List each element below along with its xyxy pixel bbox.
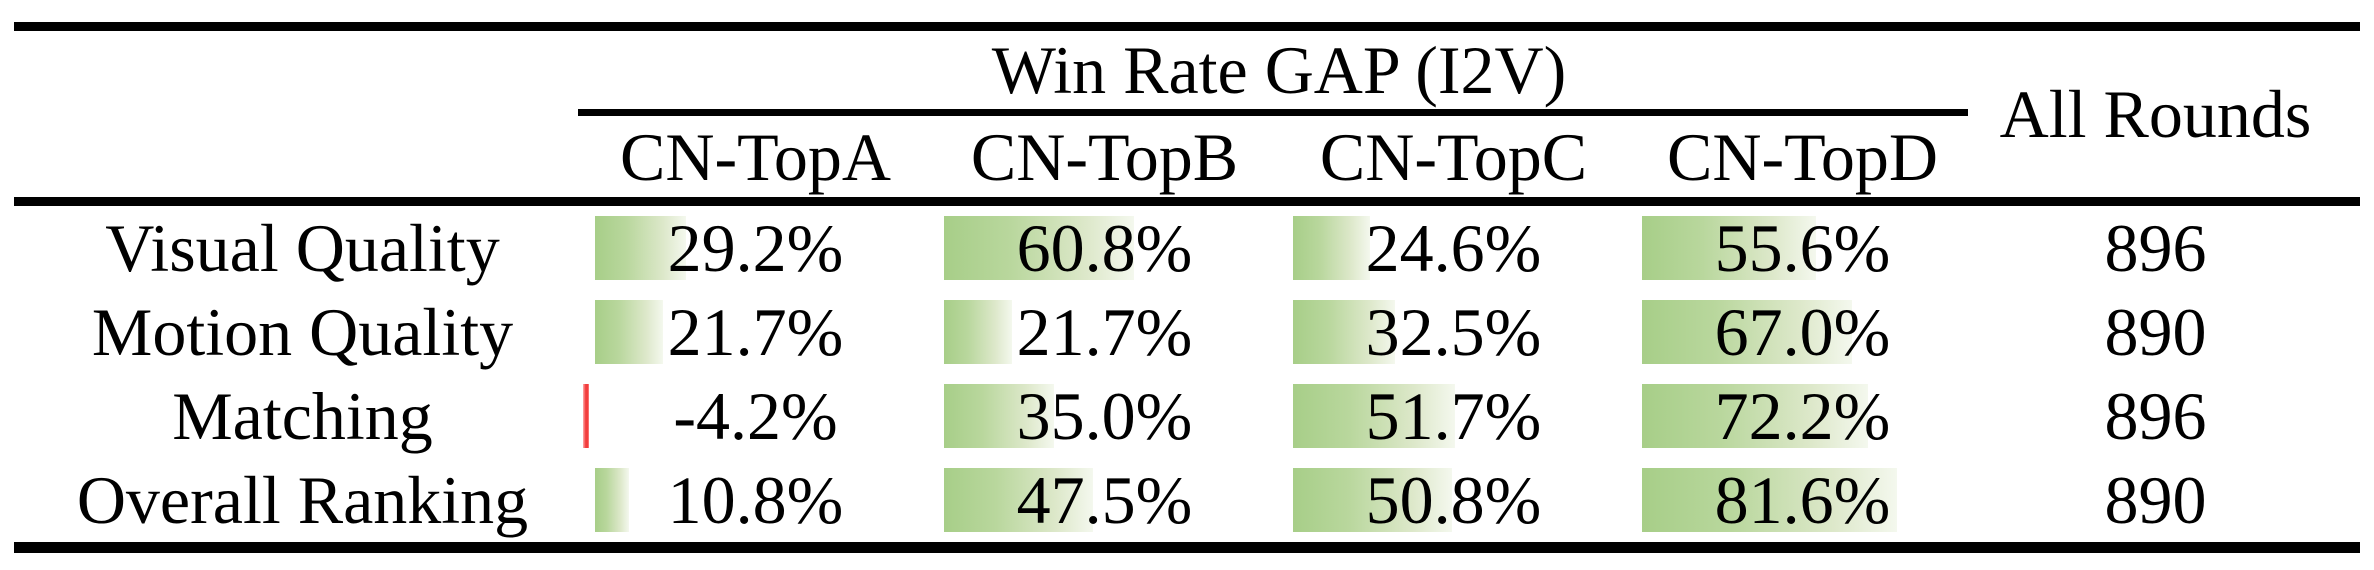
data-bar-negative bbox=[583, 384, 589, 448]
win-rate-value: 47.5% bbox=[1016, 462, 1193, 538]
group-header-underline bbox=[578, 109, 1968, 116]
data-bar bbox=[944, 300, 1012, 364]
data-bar bbox=[1293, 300, 1395, 364]
data-bar bbox=[1293, 468, 1452, 532]
table-row: Overall Ranking 10.8% 47.5% 50.8% 81.6% … bbox=[0, 458, 2374, 542]
column-header-cn-topb: CN-TopB bbox=[970, 118, 1239, 195]
data-bar bbox=[1642, 468, 1898, 532]
win-rate-cell: 55.6% bbox=[1628, 206, 1977, 290]
data-bar bbox=[1642, 216, 1816, 280]
win-rate-cell: -4.2% bbox=[581, 374, 930, 458]
win-rate-cell: 35.0% bbox=[930, 374, 1279, 458]
win-rate-value: 29.2% bbox=[667, 210, 844, 286]
top-rule bbox=[14, 22, 2360, 31]
win-rate-cell: 32.5% bbox=[1279, 290, 1628, 374]
column-header-cn-topd: CN-TopD bbox=[1666, 118, 1938, 195]
row-label: Motion Quality bbox=[91, 294, 514, 370]
row-label: Matching bbox=[172, 378, 433, 454]
header-body-rule bbox=[14, 197, 2360, 206]
win-rate-value: 67.0% bbox=[1714, 294, 1891, 370]
win-rate-value: 81.6% bbox=[1714, 462, 1891, 538]
table-body: Visual Quality 29.2% 60.8% 24.6% 55.6% 8… bbox=[0, 206, 2374, 542]
data-bar bbox=[595, 468, 629, 532]
row-label: Visual Quality bbox=[105, 210, 500, 286]
win-rate-cell: 24.6% bbox=[1279, 206, 1628, 290]
data-bar bbox=[1642, 300, 1852, 364]
data-bar bbox=[1293, 384, 1455, 448]
data-bar bbox=[944, 468, 1093, 532]
win-rate-cell: 72.2% bbox=[1628, 374, 1977, 458]
bottom-rule bbox=[14, 542, 2360, 553]
win-rate-cell: 81.6% bbox=[1628, 458, 1977, 542]
win-rate-value: 10.8% bbox=[667, 462, 844, 538]
data-bar bbox=[944, 384, 1054, 448]
all-rounds-value: 890 bbox=[2104, 294, 2207, 370]
table-row: Motion Quality 21.7% 21.7% 32.5% 67.0% 8… bbox=[0, 290, 2374, 374]
data-bar bbox=[1293, 216, 1370, 280]
table-row: Matching -4.2% 35.0% 51.7% 72.2% 896 bbox=[0, 374, 2374, 458]
table-row: Visual Quality 29.2% 60.8% 24.6% 55.6% 8… bbox=[0, 206, 2374, 290]
all-rounds-value: 890 bbox=[2104, 462, 2207, 538]
win-rate-cell: 51.7% bbox=[1279, 374, 1628, 458]
win-rate-value: 21.7% bbox=[1016, 294, 1193, 370]
column-header-row: CN-TopA CN-TopB CN-TopC CN-TopD bbox=[581, 116, 1977, 197]
win-rate-value: 51.7% bbox=[1365, 378, 1542, 454]
data-bar bbox=[1642, 384, 1868, 448]
data-bar bbox=[595, 300, 663, 364]
win-rate-value: 21.7% bbox=[667, 294, 844, 370]
win-rate-value: 55.6% bbox=[1714, 210, 1891, 286]
win-rate-cell: 47.5% bbox=[930, 458, 1279, 542]
row-label: Overall Ranking bbox=[76, 462, 529, 538]
win-rate-value: 72.2% bbox=[1714, 378, 1891, 454]
group-header-title: Win Rate GAP (I2V) bbox=[991, 31, 1567, 108]
win-rate-cell: 60.8% bbox=[930, 206, 1279, 290]
win-rate-cell: 67.0% bbox=[1628, 290, 1977, 374]
win-rate-cell: 29.2% bbox=[581, 206, 930, 290]
all-rounds-column-header: All Rounds bbox=[1999, 75, 2312, 152]
win-rate-value: 35.0% bbox=[1016, 378, 1193, 454]
win-rate-cell: 50.8% bbox=[1279, 458, 1628, 542]
win-rate-value: 60.8% bbox=[1016, 210, 1193, 286]
column-header-cn-topc: CN-TopC bbox=[1319, 118, 1588, 195]
win-rate-cell: 21.7% bbox=[581, 290, 930, 374]
all-rounds-value: 896 bbox=[2104, 378, 2207, 454]
column-header-cn-topa: CN-TopA bbox=[619, 118, 891, 195]
win-rate-value: 50.8% bbox=[1365, 462, 1542, 538]
win-rate-value: 24.6% bbox=[1365, 210, 1542, 286]
data-bar bbox=[595, 216, 687, 280]
win-rate-cell: 21.7% bbox=[930, 290, 1279, 374]
win-rate-cell: 10.8% bbox=[581, 458, 930, 542]
all-rounds-value: 896 bbox=[2104, 210, 2207, 286]
data-bar bbox=[944, 216, 1135, 280]
win-rate-value: 32.5% bbox=[1365, 294, 1542, 370]
win-rate-value: -4.2% bbox=[673, 378, 838, 454]
